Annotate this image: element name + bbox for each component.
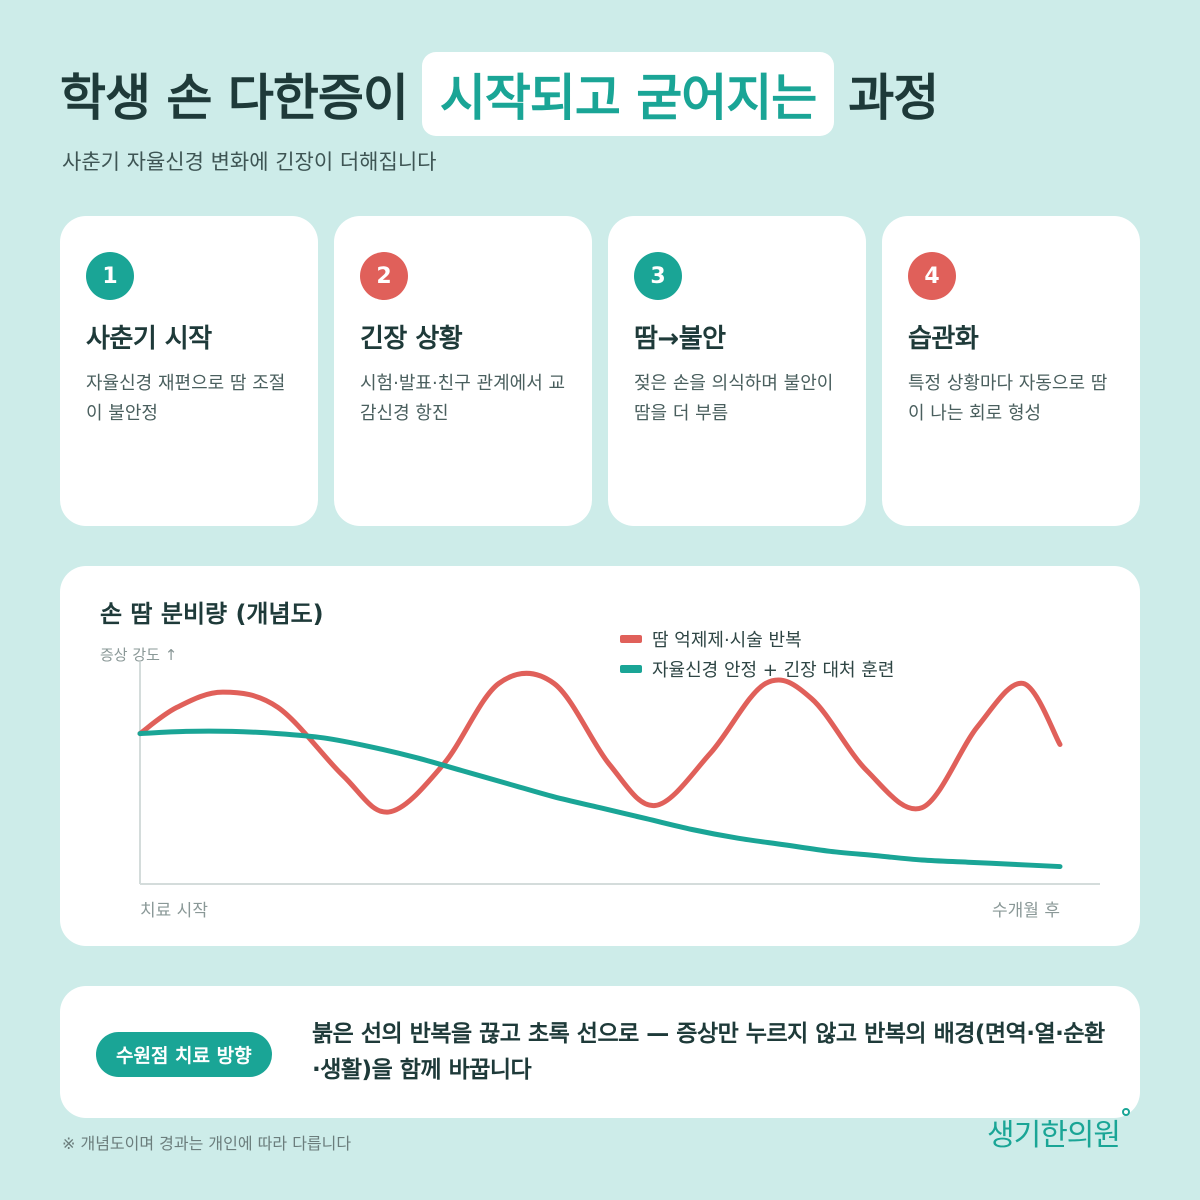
page-title: 학생 손 다한증이 시작되고 굳어지는 과정 [60, 52, 939, 136]
page-subtitle: 사춘기 자율신경 변화에 긴장이 더해집니다 [62, 150, 437, 174]
step-number-badge: 2 [360, 252, 408, 300]
x-axis-end-label: 수개월 후 [992, 901, 1060, 921]
chart-legend: 땀 억제제·시술 반복 자율신경 안정 + 긴장 대처 훈련 [620, 624, 894, 684]
clinic-logo-text: 생기한의원 [987, 1118, 1121, 1153]
step-title: 긴장 상황 [360, 324, 463, 354]
logo-dot-icon [1122, 1108, 1130, 1116]
chart-title: 손 땀 분비량 (개념도) [100, 600, 324, 628]
step-card-3: 3 땀→불안 젖은 손을 의식하며 불안이 땀을 더 부름 [608, 216, 866, 526]
series-line-antiperspirant [137, 670, 1063, 815]
step-description: 젖은 손을 의식하며 불안이 땀을 더 부름 [634, 373, 834, 424]
step-card-4: 4 습관화 특정 상황마다 자동으로 땀이 나는 회로 형성 [882, 216, 1140, 526]
step-title: 사춘기 시작 [86, 324, 212, 354]
step-card-2: 2 긴장 상황 시험·발표·친구 관계에서 교감신경 항진 [334, 216, 592, 526]
x-axis-start-label: 치료 시작 [140, 901, 208, 921]
legend-swatch-teal [620, 665, 642, 673]
step-description: 시험·발표·친구 관계에서 교감신경 항진 [360, 373, 566, 424]
title-part-1: 학생 손 다한증이 [60, 69, 409, 127]
chart-panel: 손 땀 분비량 (개념도) 증상 강도 ↑ 땀 억제제·시술 반복 자율신경 안… [60, 566, 1140, 946]
series-line-autonomic-training [137, 728, 1063, 870]
step-number-badge: 1 [86, 252, 134, 300]
footnote: ※ 개념도이며 경과는 개인에 따라 다릅니다 [62, 1134, 352, 1153]
step-description: 특정 상황마다 자동으로 땀이 나는 회로 형성 [908, 373, 1108, 424]
y-axis-label: 증상 강도 ↑ [100, 646, 178, 664]
step-number-badge: 4 [908, 252, 956, 300]
legend-item-red: 땀 억제제·시술 반복 [620, 624, 894, 654]
legend-swatch-red [620, 635, 642, 643]
step-number-badge: 3 [634, 252, 682, 300]
clinic-logo: 생기한의원 [987, 1108, 1130, 1154]
legend-item-teal: 자율신경 안정 + 긴장 대처 훈련 [620, 654, 894, 684]
step-title: 땀→불안 [634, 324, 726, 354]
step-title: 습관화 [908, 324, 979, 354]
step-cards: 1 사춘기 시작 자율신경 재편으로 땀 조절이 불안정 2 긴장 상황 시험·… [60, 216, 1140, 526]
title-highlight: 시작되고 굳어지는 [421, 52, 835, 136]
treatment-direction-badge: 수원점 치료 방향 [96, 1032, 272, 1077]
legend-label: 자율신경 안정 + 긴장 대처 훈련 [652, 660, 895, 681]
legend-label: 땀 억제제·시술 반복 [652, 630, 802, 651]
treatment-direction-text: 붉은 선의 반복을 끊고 초록 선으로 — 증상만 누르지 않고 반복의 배경(… [312, 1021, 1105, 1083]
treatment-direction-panel: 수원점 치료 방향 붉은 선의 반복을 끊고 초록 선으로 — 증상만 누르지 … [60, 986, 1140, 1118]
title-part-2: 과정 [848, 69, 939, 127]
step-description: 자율신경 재편으로 땀 조절이 불안정 [86, 373, 286, 424]
step-card-1: 1 사춘기 시작 자율신경 재편으로 땀 조절이 불안정 [60, 216, 318, 526]
chart-svg [137, 662, 1100, 885]
